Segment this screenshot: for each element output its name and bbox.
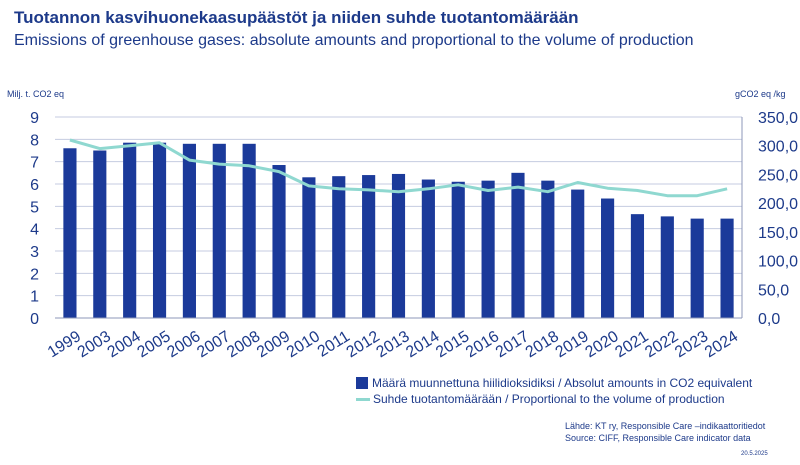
chart-title: Tuotannon kasvihuonekaasupäästöt ja niid… (14, 8, 579, 27)
y-right-tick-label: 250,0 (758, 167, 798, 184)
bar (332, 176, 346, 318)
bar (720, 218, 734, 318)
y-left-tick-label: 5 (30, 199, 39, 216)
legend-line-label: Suhde tuotantomäärään / Proportional to … (373, 392, 725, 406)
y-left-tick-label: 9 (30, 110, 39, 127)
bar (212, 143, 226, 318)
legend-bars-label: Määrä muunnettuna hiilidioksidiksi / Abs… (372, 376, 753, 390)
bar (272, 165, 286, 318)
y-right-tick-label: 100,0 (758, 254, 798, 271)
y-right-tick-label: 50,0 (758, 282, 789, 299)
y-left-tick-label: 4 (30, 222, 39, 239)
bar (601, 198, 615, 318)
right-axis-unit: gCO2 eq /kg (735, 89, 786, 99)
legend-bar-swatch (356, 377, 368, 389)
source-en: Source: CIFF, Responsible Care indicator… (565, 433, 751, 443)
bar (242, 143, 256, 318)
y-right-tick-label: 150,0 (758, 225, 798, 242)
y-left-tick-label: 1 (30, 289, 39, 306)
bar (481, 180, 495, 318)
bar-series (63, 142, 734, 318)
chart-subtitle: Emissions of greenhouse gases: absolute … (14, 32, 694, 49)
bar (123, 142, 137, 318)
y-right-tick-label: 350,0 (758, 110, 798, 127)
axes: 0 1 2 3 4 5 6 7 8 9 0,0 50,0 100,0 150,0 200,0 250,0 300… (30, 110, 798, 361)
bar (511, 172, 525, 318)
bar (660, 216, 674, 318)
y-left-tick-label: 0 (30, 311, 39, 328)
legend-item-line: Suhde tuotantomäärään / Proportional to … (356, 391, 752, 407)
line-series (69, 138, 728, 198)
y-left-tick-label: 7 (30, 155, 39, 172)
bar (63, 148, 77, 318)
left-axis-unit: Milj. t. CO2 eq (7, 89, 65, 99)
bar (152, 142, 167, 318)
bar (302, 177, 316, 318)
y-right-tick-label: 300,0 (758, 139, 798, 156)
y-right-tick-label: 0,0 (758, 311, 780, 328)
date-stamp: 20.5.2025 (741, 451, 768, 457)
y-left-tick-label: 2 (30, 266, 39, 283)
x-tick-label: 2024 (702, 328, 741, 361)
legend-item-bars: Määrä muunnettuna hiilidioksidiksi / Abs… (356, 375, 752, 391)
bar (690, 218, 704, 318)
series-line (69, 138, 728, 198)
bar (93, 150, 107, 318)
bar (571, 189, 585, 318)
y-left-tick-label: 8 (30, 132, 39, 149)
bar (451, 181, 465, 318)
y-right-tick-label: 200,0 (758, 196, 798, 213)
legend: Määrä muunnettuna hiilidioksidiksi / Abs… (356, 375, 752, 407)
y-left-tick-label: 6 (30, 177, 39, 194)
bar (541, 180, 555, 318)
bar (421, 179, 435, 318)
bar (182, 143, 196, 318)
bar (391, 173, 406, 318)
legend-line-swatch (356, 397, 370, 401)
y-left-tick-label: 3 (30, 244, 39, 261)
source-note: Lähde: KT ry, Responsible Care –indikaat… (565, 420, 765, 444)
bar (362, 175, 376, 318)
bar (630, 214, 645, 318)
source-fi: Lähde: KT ry, Responsible Care –indikaat… (565, 421, 766, 431)
